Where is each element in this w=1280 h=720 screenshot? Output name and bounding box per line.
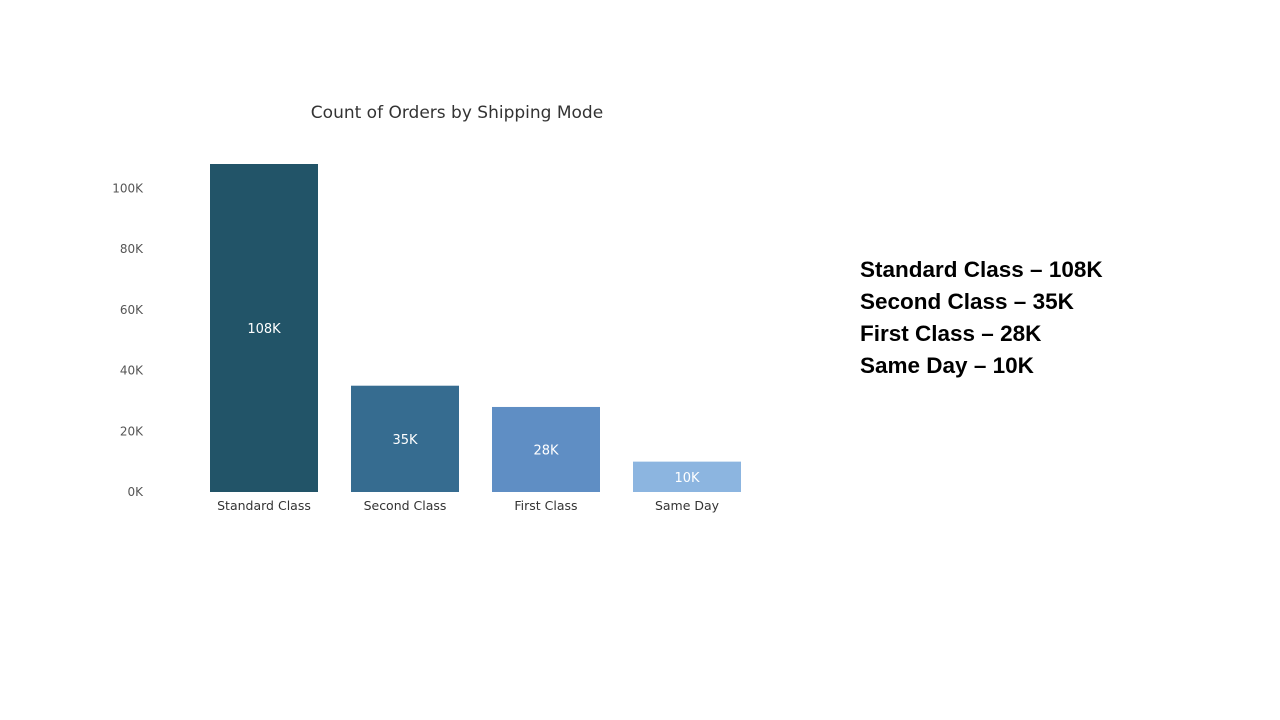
y-tick-label-20k: 20K [120, 424, 144, 438]
data-label-standard-class: 108K [247, 322, 281, 337]
x-tick-label-first-class: First Class [514, 498, 577, 513]
bar-second-class [351, 385, 459, 492]
x-tick-label-same-day: Same Day [655, 498, 720, 513]
summary-list: Standard Class – 108K Second Class – 35K… [860, 254, 1103, 382]
y-tick-label-40k: 40K [120, 364, 144, 378]
chart-title: Count of Orders by Shipping Mode [310, 103, 604, 123]
y-tick-label-60k: 60K [120, 303, 144, 317]
summary-line-same-day: Same Day – 10K [860, 353, 1034, 378]
x-tick-label-standard-class: Standard Class [217, 498, 311, 513]
y-tick-label-100k: 100K [112, 181, 144, 195]
x-axis: Standard Class Second Class First Class Sam… [217, 498, 720, 513]
summary-line-first-class: First Class – 28K [860, 321, 1042, 346]
x-tick-label-second-class: Second Class [364, 498, 447, 513]
bar-same-day [633, 461, 741, 492]
y-axis: 0K 20K 40K 60K 80K 100K [112, 181, 144, 499]
summary-line-second-class: Second Class – 35K [860, 289, 1074, 314]
y-tick-label-80k: 80K [120, 242, 144, 256]
bar-standard-class [210, 164, 318, 492]
data-label-first-class: 28K [533, 443, 559, 458]
y-tick-label-0k: 0K [127, 485, 144, 499]
bars: 108K 35K 28K 10K [210, 164, 741, 492]
data-label-same-day: 10K [674, 471, 700, 486]
bar-chart: 0K 20K 40K 60K 80K 100K 108K 35K 28K 10K Standar… [112, 164, 741, 513]
bar-first-class [492, 406, 600, 492]
summary-line-standard-class: Standard Class – 108K [860, 257, 1103, 282]
data-label-second-class: 35K [392, 433, 418, 448]
